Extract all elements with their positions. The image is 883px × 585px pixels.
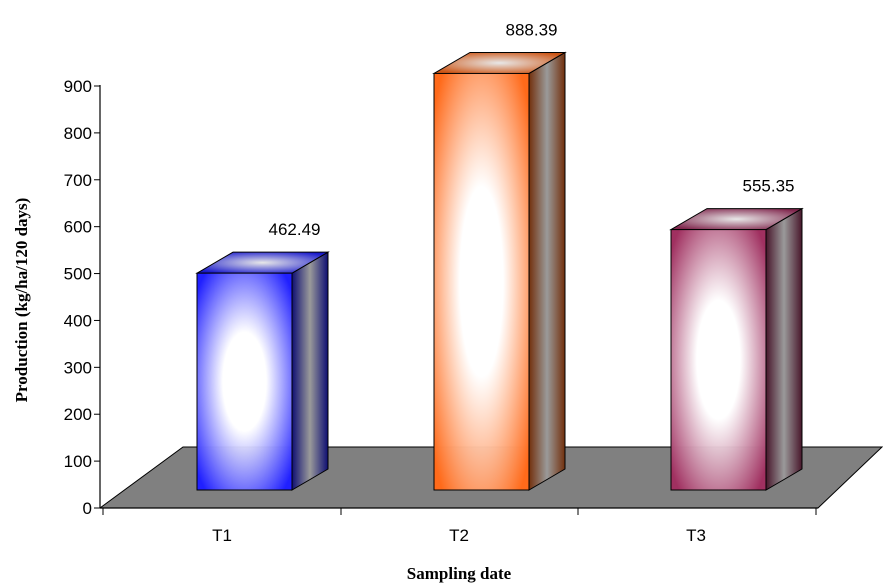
- x-tick-label: T1: [212, 526, 232, 545]
- x-axis-title: Sampling date: [407, 564, 512, 583]
- bar-side: [765, 207, 803, 491]
- bar-side: [291, 251, 329, 491]
- bar-front: [433, 72, 530, 491]
- y-tick-label: 200: [64, 405, 92, 424]
- bar-T3: [669, 207, 804, 491]
- y-tick-label: 900: [64, 77, 92, 96]
- bar-side: [528, 51, 566, 491]
- y-tick-label: 700: [64, 171, 92, 190]
- y-tick-label: 400: [64, 311, 92, 330]
- bar-front: [670, 229, 767, 491]
- data-label-T3: 555.35: [743, 177, 795, 196]
- y-axis-title: Production (kg/ha/120 days): [12, 198, 31, 403]
- axes: 0 100 200 300 400 500 600 700 800 900 T1 T2 T3: [64, 77, 818, 545]
- data-label-T2: 888.39: [506, 20, 558, 39]
- y-tick-label: 800: [64, 124, 92, 143]
- y-tick-label: 500: [64, 265, 92, 284]
- bar-T2: [432, 51, 567, 491]
- bars: [195, 51, 804, 491]
- data-label-T1: 462.49: [269, 220, 321, 239]
- y-tick-label: 600: [64, 218, 92, 237]
- bar-front: [196, 272, 293, 491]
- bar-T1: [195, 251, 330, 491]
- x-tick-label: T2: [449, 526, 469, 545]
- data-labels: 462.49 888.39 555.35: [269, 20, 795, 239]
- y-tick-label: 0: [83, 499, 92, 518]
- y-tick-label: 300: [64, 358, 92, 377]
- y-tick-label: 100: [64, 452, 92, 471]
- x-tick-label: T3: [686, 526, 706, 545]
